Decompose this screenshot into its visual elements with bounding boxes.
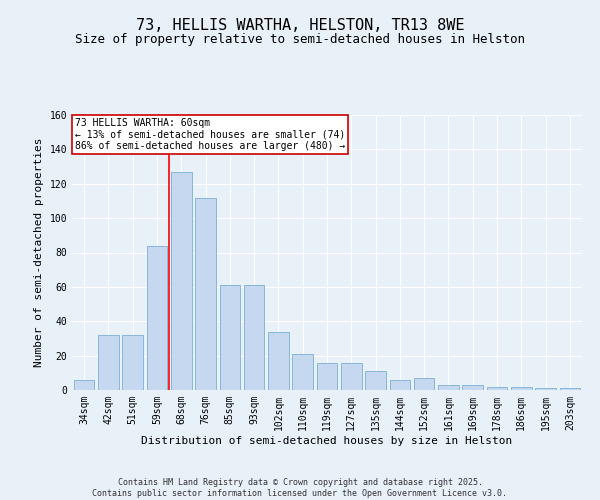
Text: Size of property relative to semi-detached houses in Helston: Size of property relative to semi-detach… [75, 32, 525, 46]
Bar [244, 285, 265, 390]
Bar [341, 362, 362, 390]
Bar [268, 332, 289, 390]
Bar [535, 388, 556, 390]
Text: 73, HELLIS WARTHA, HELSTON, TR13 8WE: 73, HELLIS WARTHA, HELSTON, TR13 8WE [136, 18, 464, 32]
Bar [220, 285, 240, 390]
Bar [171, 172, 191, 390]
Bar [438, 385, 459, 390]
Bar [511, 386, 532, 390]
Text: Contains HM Land Registry data © Crown copyright and database right 2025.
Contai: Contains HM Land Registry data © Crown c… [92, 478, 508, 498]
Bar [365, 371, 386, 390]
Text: 73 HELLIS WARTHA: 60sqm
← 13% of semi-detached houses are smaller (74)
86% of se: 73 HELLIS WARTHA: 60sqm ← 13% of semi-de… [74, 118, 345, 151]
X-axis label: Distribution of semi-detached houses by size in Helston: Distribution of semi-detached houses by … [142, 436, 512, 446]
Bar [389, 380, 410, 390]
Bar [414, 378, 434, 390]
Bar [560, 388, 580, 390]
Y-axis label: Number of semi-detached properties: Number of semi-detached properties [34, 138, 44, 367]
Bar [463, 385, 483, 390]
Bar [195, 198, 216, 390]
Bar [98, 335, 119, 390]
Bar [487, 386, 508, 390]
Bar [317, 362, 337, 390]
Bar [74, 380, 94, 390]
Bar [146, 246, 167, 390]
Bar [292, 354, 313, 390]
Bar [122, 335, 143, 390]
